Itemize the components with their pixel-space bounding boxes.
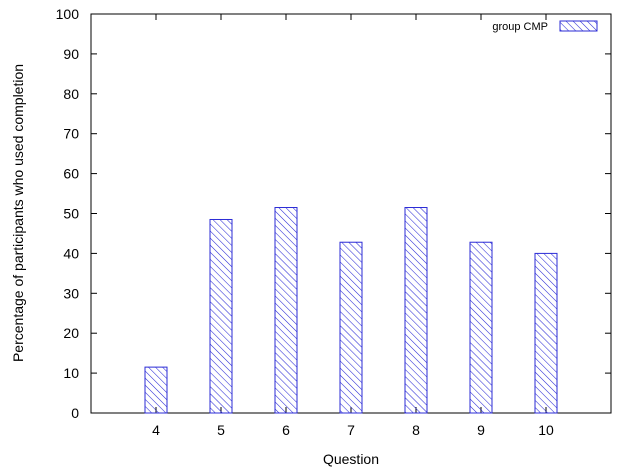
legend-swatch — [559, 20, 598, 32]
y-tick-label: 20 — [63, 325, 79, 341]
legend: group CMP — [492, 20, 598, 33]
x-axis-title: Question — [323, 451, 379, 467]
y-tick-label: 70 — [63, 126, 79, 142]
y-tick-label: 10 — [63, 365, 79, 381]
x-tick-label: 4 — [152, 422, 160, 438]
bars-layer — [144, 207, 558, 414]
x-tick-label: 9 — [477, 422, 485, 438]
x-tick-label: 10 — [538, 422, 554, 438]
x-tick-label: 6 — [282, 422, 290, 438]
y-tick-label: 0 — [71, 405, 79, 421]
x-tick-label: 7 — [347, 422, 355, 438]
y-tick-label: 90 — [63, 46, 79, 62]
bar-question-5 — [209, 218, 233, 414]
x-tick-label: 8 — [412, 422, 420, 438]
bar-question-7 — [339, 241, 363, 414]
bar-question-9 — [469, 241, 493, 414]
bar-question-10 — [534, 252, 558, 414]
y-tick-label: 50 — [63, 206, 79, 222]
y-tick-label: 30 — [63, 285, 79, 301]
y-tick-label: 60 — [63, 166, 79, 182]
bar-question-4 — [144, 366, 168, 414]
bar-question-8 — [404, 207, 428, 414]
legend-label: group CMP — [492, 21, 548, 33]
axes-layer: 0 10 20 30 40 50 60 70 80 90 100 4 5 6 7 8 9 10 — [56, 6, 612, 438]
x-tick-label: 5 — [217, 422, 225, 438]
y-tick-label: 80 — [63, 86, 79, 102]
y-tick-label: 100 — [56, 6, 80, 22]
y-axis-title: Percentage of participants who used comp… — [10, 64, 26, 362]
bar-question-6 — [274, 207, 298, 414]
y-tick-label: 40 — [63, 245, 79, 261]
